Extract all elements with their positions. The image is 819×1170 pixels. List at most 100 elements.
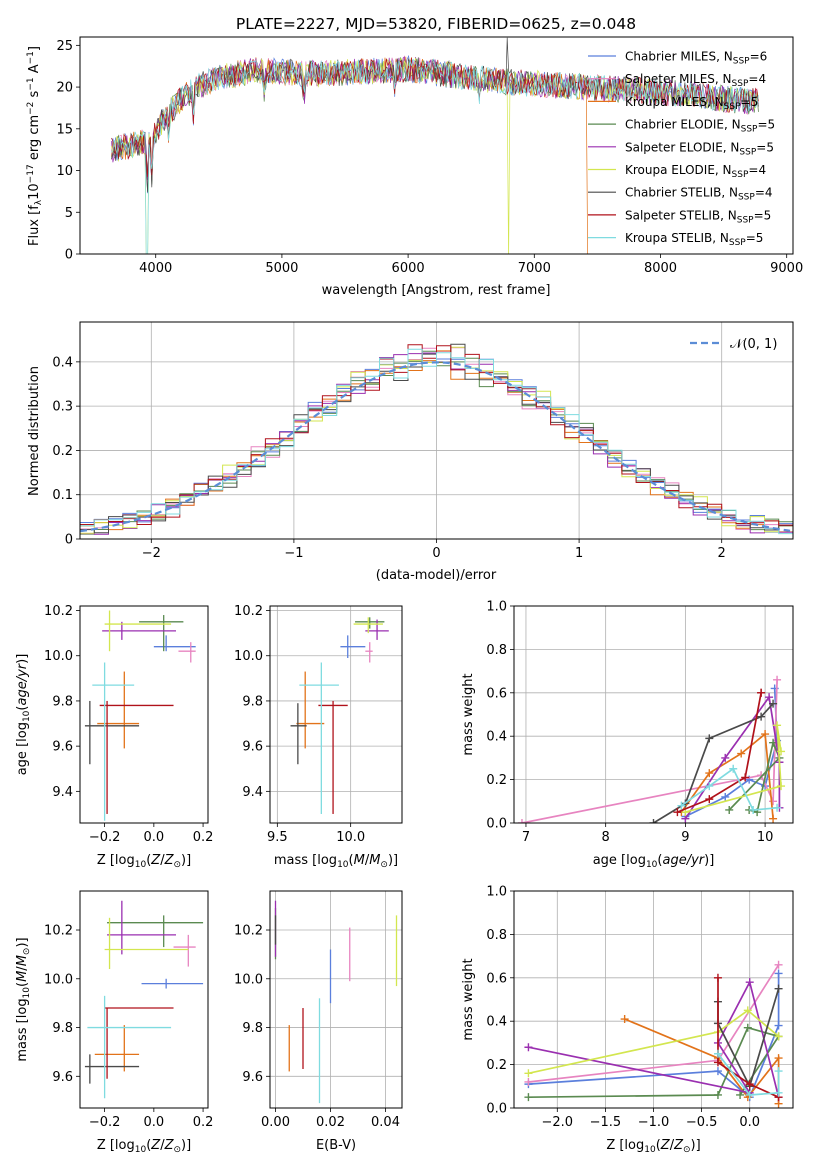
weight-marker xyxy=(773,803,782,812)
weight-marker xyxy=(713,973,722,982)
spectrum-line-chabrier_stelib xyxy=(111,37,759,193)
y-axis-label: mass weight xyxy=(461,958,476,1040)
weight-series-kroupa_stelib xyxy=(713,1049,783,1099)
weight-marker xyxy=(737,749,746,758)
x-axis-label: mass [log10(M/M⊙)] xyxy=(274,853,398,870)
x-axis-label: Z [log10(Z/Z⊙)] xyxy=(97,1138,191,1155)
y-tick-label: 0.2 xyxy=(52,444,73,459)
weight-series-salpeter_stelib xyxy=(673,688,766,817)
weight-marker xyxy=(725,805,734,814)
weight-series-chabrier_elodie xyxy=(524,1023,783,1102)
weight-marker xyxy=(729,764,738,773)
y-tick-label: 9.6 xyxy=(242,1070,263,1085)
x-tick-label: 8 xyxy=(602,830,610,845)
weight-marker xyxy=(743,1006,752,1015)
x-axis-label: (data-model)/error xyxy=(376,568,497,583)
y-tick-label: 9.4 xyxy=(242,785,263,800)
y-axis-label: Flux [fλ10−17 erg cm−2 s−1 A−1] xyxy=(26,46,44,246)
x-tick-label: −1.5 xyxy=(590,1115,622,1130)
weight-marker xyxy=(705,734,714,743)
y-tick-label: 9.6 xyxy=(52,740,73,755)
spectrum-legend: Chabrier MILES, NSSP=6 Salpeter MILES, NS… xyxy=(588,50,775,248)
weight-marker xyxy=(774,1088,783,1097)
errorbar-salpeter_elodie xyxy=(365,619,389,640)
weight-series-kroupa_stelib xyxy=(677,764,782,814)
errorbar-kroupa_elodie xyxy=(353,617,383,634)
y-tick-label: 10.0 xyxy=(234,649,263,664)
weight-marker xyxy=(524,1043,533,1052)
weight-marker xyxy=(713,1049,722,1058)
errorbar-salpeter_miles xyxy=(365,642,373,663)
mass_vs_ebv-frame xyxy=(269,890,403,1109)
x-tick-label: 9 xyxy=(681,830,689,845)
y-tick-label: 0 xyxy=(65,533,73,548)
errorbar-kroupa_stelib xyxy=(87,995,172,1099)
errorbar-kroupa_miles xyxy=(97,671,140,749)
y-tick-label: 10.0 xyxy=(234,972,263,987)
weight-series-chabrier_stelib xyxy=(649,699,778,823)
x-tick-label: 1 xyxy=(575,546,583,561)
weight-line xyxy=(528,1009,780,1075)
errorbar-chabrier_elodie xyxy=(139,615,184,652)
y-tick-label: 0.8 xyxy=(486,643,507,658)
x-axis-label: age [log10(age/yr)] xyxy=(593,853,715,870)
weight-marker xyxy=(705,795,714,804)
axes-age_vs_Z: −0.2 0.0 0.2 9.4 9.6 9.8 10.0 10.2 xyxy=(44,604,213,845)
legend-entry: Salpeter MILES, NSSP=4 xyxy=(625,72,766,89)
weight-marker xyxy=(713,1090,722,1099)
weight-marker xyxy=(713,1058,722,1067)
x-tick-label: 5000 xyxy=(265,261,298,276)
weight-marker xyxy=(774,1054,783,1063)
legend-entry: Chabrier MILES, NSSP=6 xyxy=(625,50,767,67)
weight-marker xyxy=(773,721,782,730)
legend-entry: Chabrier ELODIE, NSSP=5 xyxy=(625,118,775,135)
x-axis-label: Z [log10(Z/Z⊙)] xyxy=(97,853,191,870)
y-tick-label: 0.0 xyxy=(486,1102,507,1117)
x-tick-label: 0.0 xyxy=(144,1115,165,1130)
errorbar-kroupa_stelib xyxy=(92,662,135,821)
legend-entry: Chabrier STELIB, NSSP=4 xyxy=(625,186,773,203)
x-axis-label: Z [log10(Z/Z⊙)] xyxy=(606,1138,700,1155)
errorbar-salpeter_miles xyxy=(178,642,196,663)
y-tick-label: 9.8 xyxy=(242,694,263,709)
y-tick-label: 0.2 xyxy=(486,1058,507,1073)
y-tick-label: 0.4 xyxy=(486,1015,507,1030)
weight-marker xyxy=(705,782,714,791)
y-axis-label: mass weight xyxy=(461,673,476,755)
x-tick-label: 7000 xyxy=(518,261,551,276)
weight-marker xyxy=(721,792,730,801)
weight-marker xyxy=(765,693,774,702)
errorbar-salpeter_elodie xyxy=(102,621,176,640)
axes-weight_vs_Z: −2.0 −1.5 −1.0 −0.5 0.0 0.0 0.2 0.4 0.6 0.8 1.0 xyxy=(486,885,793,1130)
x-axis-label: wavelength [Angstrom, rest frame] xyxy=(322,283,551,298)
spectrum-frame xyxy=(79,36,794,255)
x-tick-label: 6000 xyxy=(392,261,425,276)
errorbar-salpeter_stelib xyxy=(318,700,348,814)
errorbar-kroupa_miles xyxy=(94,1025,140,1072)
weight-marker xyxy=(769,797,778,806)
legend-entry: Kroupa MILES, NSSP=5 xyxy=(625,95,758,112)
weight-marker xyxy=(774,984,783,993)
y-tick-label: 10.2 xyxy=(234,604,263,619)
errorbar-salpeter_elodie xyxy=(107,900,176,955)
x-tick-label: 7 xyxy=(522,830,530,845)
weight_vs_age-frame xyxy=(513,605,794,824)
weight-marker xyxy=(777,782,786,791)
x-tick-label: −2.0 xyxy=(542,1115,574,1130)
weight-marker xyxy=(736,1090,745,1099)
x-tick-label: 8000 xyxy=(644,261,677,276)
weight-marker xyxy=(677,801,686,810)
x-tick-label: 2 xyxy=(718,546,726,561)
errorbar-kroupa_stelib xyxy=(299,662,339,814)
legend-entry: 𝒩(0, 1) xyxy=(730,337,777,352)
x-tick-label: 10.0 xyxy=(336,830,365,845)
weight-marker xyxy=(649,819,658,823)
x-tick-label: −0.2 xyxy=(89,1115,121,1130)
weight-line xyxy=(717,1053,780,1096)
weight_vs_Z-frame xyxy=(513,890,794,1109)
x-tick-label: 0.2 xyxy=(193,1115,214,1130)
y-tick-label: 25 xyxy=(56,39,73,54)
x-tick-label: 10 xyxy=(757,830,774,845)
axes-age_vs_mass: 9.5 10.0 9.4 9.6 9.8 10.0 10.2 xyxy=(234,604,402,845)
